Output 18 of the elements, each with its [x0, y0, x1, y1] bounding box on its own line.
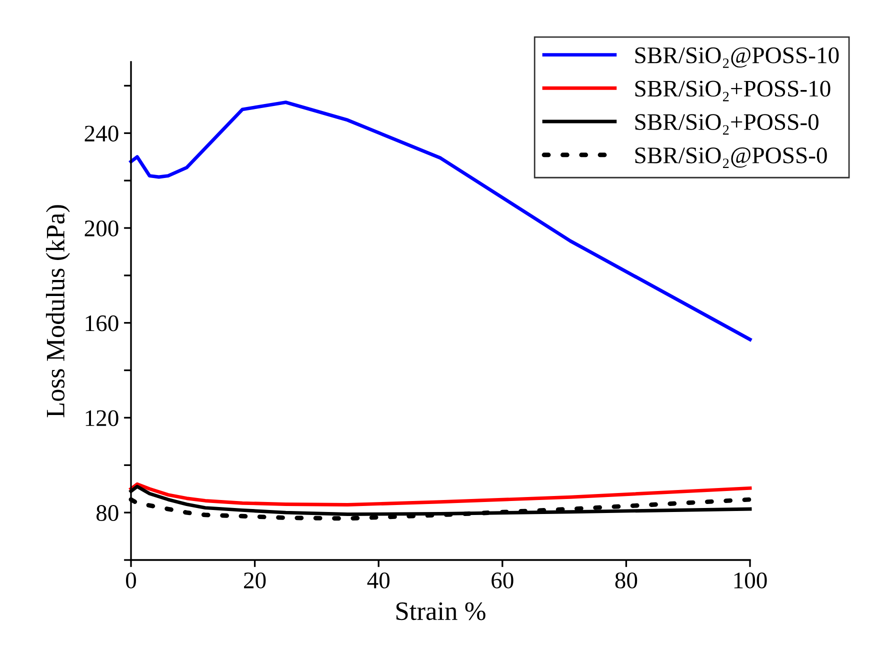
x-tick-label: 100 [734, 572, 767, 588]
x-tick-label: 80 [615, 572, 638, 588]
legend-label: SBR/SiO₂+POSS-10 [635, 80, 830, 102]
x-axis-title: Strain % [396, 602, 486, 620]
x-tick-label: 60 [492, 572, 514, 588]
legend-label: SBR/SiO₂@POSS-0 [635, 147, 827, 168]
y-tick-label: 120 [86, 410, 118, 426]
line-series [129, 482, 752, 506]
x-tick-label: 0 [126, 572, 136, 588]
y-tick-label: 80 [96, 505, 118, 521]
y-tick-label: 160 [86, 315, 118, 332]
y-tick-label: 240 [84, 126, 118, 142]
y-axis-title: Loss Modulus (kPa) [46, 205, 70, 418]
legend-label: SBR/SiO₂@POSS-10 [635, 47, 839, 68]
legend-label: SBR/SiO₂+POSS-0 [635, 114, 818, 135]
y-tick-label: 200 [84, 220, 118, 236]
x-tick-label: 40 [367, 572, 390, 588]
x-tick-label: 20 [244, 572, 266, 588]
